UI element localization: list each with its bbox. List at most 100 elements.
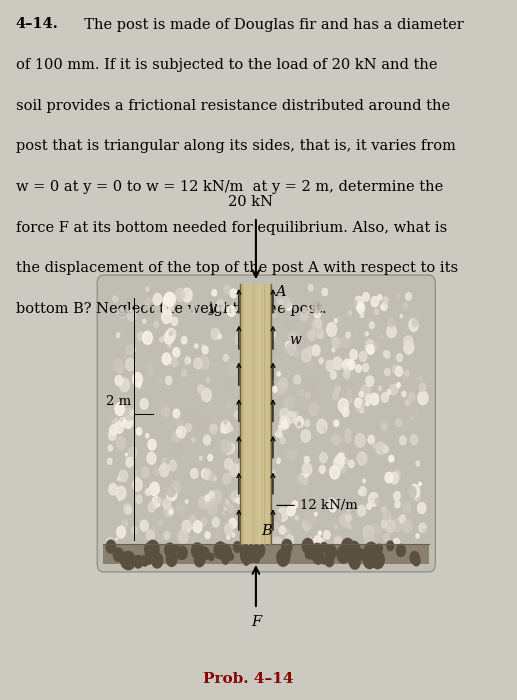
Circle shape <box>169 460 176 471</box>
Circle shape <box>359 550 366 558</box>
Circle shape <box>302 477 308 484</box>
Circle shape <box>301 349 311 362</box>
Bar <box>103 544 429 564</box>
Circle shape <box>400 315 402 318</box>
Circle shape <box>120 552 133 569</box>
Circle shape <box>268 462 273 469</box>
Circle shape <box>277 458 280 463</box>
Circle shape <box>286 343 294 354</box>
Circle shape <box>241 440 248 449</box>
Circle shape <box>332 349 334 352</box>
Circle shape <box>225 443 232 452</box>
Circle shape <box>224 508 226 510</box>
Circle shape <box>419 376 422 382</box>
Circle shape <box>397 354 403 362</box>
Circle shape <box>396 419 401 427</box>
Circle shape <box>294 351 298 357</box>
Circle shape <box>227 452 230 455</box>
Circle shape <box>202 469 209 479</box>
Circle shape <box>361 547 374 564</box>
Circle shape <box>148 503 155 512</box>
Circle shape <box>312 543 323 559</box>
Circle shape <box>334 456 344 469</box>
Circle shape <box>148 439 156 450</box>
Circle shape <box>132 372 142 386</box>
Circle shape <box>239 375 247 386</box>
Circle shape <box>172 317 177 326</box>
Circle shape <box>191 304 195 309</box>
Circle shape <box>334 537 342 547</box>
Circle shape <box>316 550 323 559</box>
Text: B: B <box>261 524 272 538</box>
Circle shape <box>330 371 337 379</box>
Circle shape <box>214 542 226 559</box>
Circle shape <box>157 398 165 409</box>
Circle shape <box>363 552 376 568</box>
Circle shape <box>187 290 190 293</box>
Circle shape <box>373 342 379 351</box>
Circle shape <box>197 552 205 563</box>
Circle shape <box>344 367 350 374</box>
Circle shape <box>138 383 141 388</box>
Circle shape <box>262 294 267 300</box>
Circle shape <box>227 443 235 453</box>
Circle shape <box>271 310 276 317</box>
Circle shape <box>243 425 248 430</box>
Circle shape <box>342 407 349 416</box>
Circle shape <box>385 368 390 376</box>
Circle shape <box>205 532 210 538</box>
Circle shape <box>252 293 261 305</box>
Circle shape <box>116 486 126 500</box>
Circle shape <box>242 459 250 470</box>
Circle shape <box>193 521 202 533</box>
Circle shape <box>287 323 292 330</box>
Circle shape <box>159 520 163 526</box>
Circle shape <box>247 498 257 512</box>
Circle shape <box>181 337 187 344</box>
Circle shape <box>249 286 254 293</box>
Circle shape <box>349 398 352 402</box>
Circle shape <box>190 407 195 413</box>
Circle shape <box>190 515 195 522</box>
Circle shape <box>168 344 171 347</box>
Circle shape <box>291 496 299 508</box>
Circle shape <box>209 491 214 498</box>
Circle shape <box>388 318 394 327</box>
Circle shape <box>110 425 117 435</box>
Circle shape <box>252 486 260 497</box>
Circle shape <box>359 486 366 496</box>
Circle shape <box>371 551 384 568</box>
Circle shape <box>221 421 231 433</box>
Circle shape <box>136 495 142 503</box>
Circle shape <box>354 296 363 309</box>
Text: Prob. 4–14: Prob. 4–14 <box>203 672 294 686</box>
Circle shape <box>245 471 250 478</box>
Circle shape <box>182 288 192 302</box>
Bar <box>240 284 271 544</box>
Circle shape <box>408 405 418 416</box>
Circle shape <box>148 369 153 375</box>
Circle shape <box>171 482 180 494</box>
Circle shape <box>212 517 219 527</box>
Circle shape <box>232 533 235 537</box>
Circle shape <box>270 344 277 354</box>
Circle shape <box>188 528 190 531</box>
Circle shape <box>353 546 358 553</box>
Text: 4–14.: 4–14. <box>16 18 58 32</box>
Circle shape <box>419 523 426 533</box>
Circle shape <box>285 396 295 409</box>
Circle shape <box>351 300 357 308</box>
Circle shape <box>115 402 125 416</box>
Circle shape <box>287 412 296 423</box>
Circle shape <box>166 552 177 566</box>
Circle shape <box>314 536 321 545</box>
Circle shape <box>409 484 420 498</box>
Circle shape <box>287 307 290 311</box>
Circle shape <box>162 301 173 315</box>
Circle shape <box>326 556 331 562</box>
Circle shape <box>145 542 155 556</box>
Circle shape <box>148 470 151 474</box>
Circle shape <box>287 505 295 516</box>
Circle shape <box>359 407 363 413</box>
Circle shape <box>159 464 169 477</box>
